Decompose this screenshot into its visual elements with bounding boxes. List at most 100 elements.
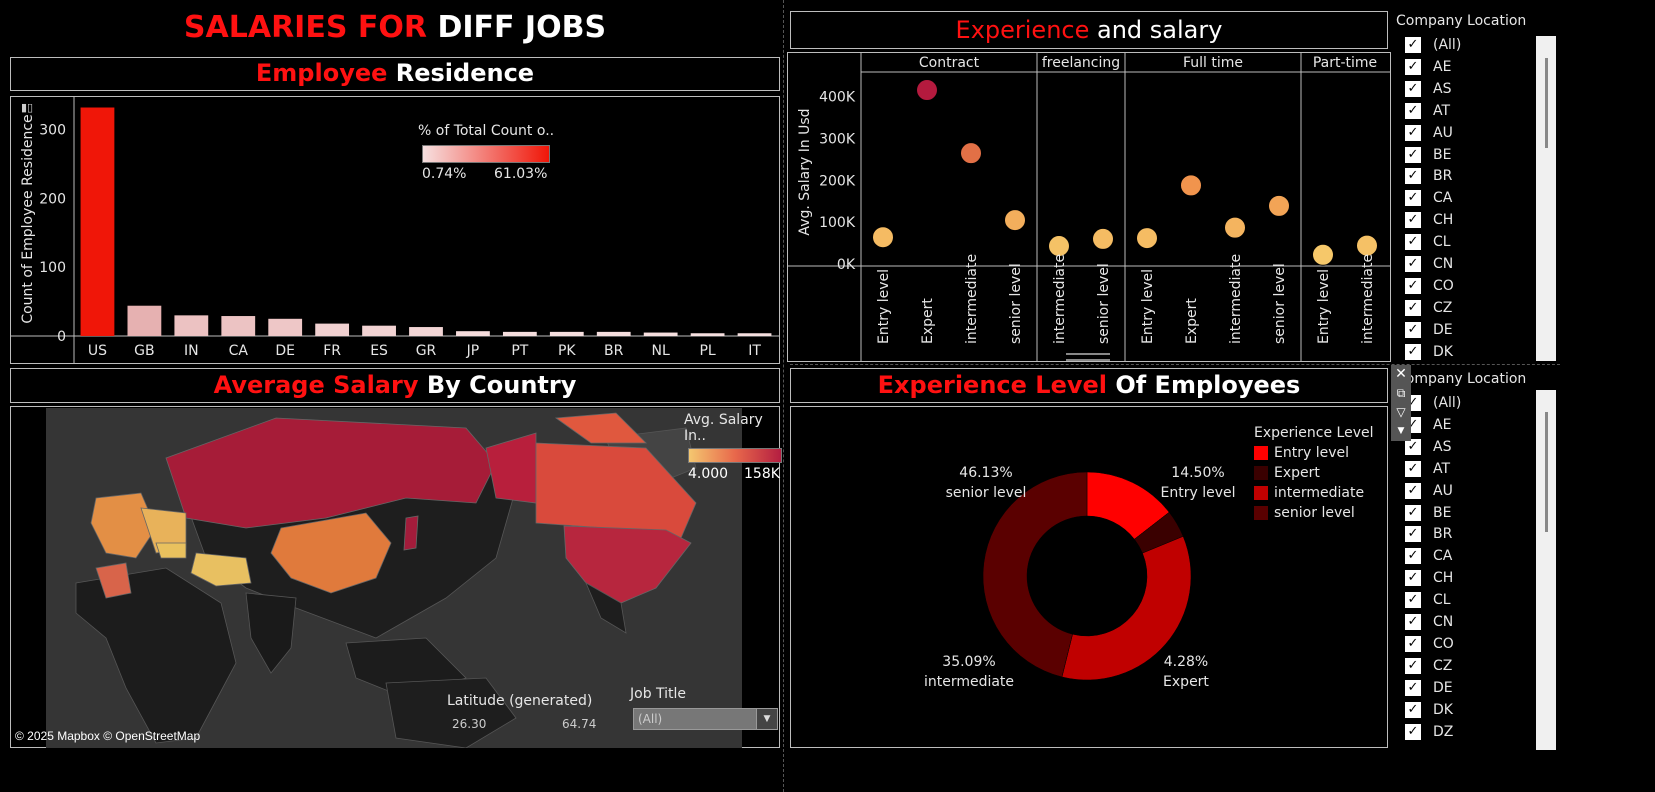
map-land-australia (385, 677, 517, 748)
experience-salary-scatter: Avg. Salary In Usd 400K 300K 200K 100K 0K Cont… (787, 52, 1391, 362)
company-location-option[interactable]: ✓ DK (1405, 341, 1453, 363)
checkbox-checked-icon[interactable]: ✓ (1405, 723, 1421, 740)
option-label: AE (1433, 416, 1452, 433)
checkbox-checked-icon[interactable]: ✓ (1405, 548, 1421, 565)
popout-icon[interactable]: ⧉ (1396, 386, 1406, 400)
company-location-option[interactable]: ✓ CA (1405, 187, 1452, 209)
map-legend: Avg. Salary In.. 4.000 158K (684, 412, 782, 484)
chevron-down-icon[interactable]: ▼ (756, 709, 777, 729)
panel-resize-handle[interactable] (1066, 353, 1110, 361)
checkbox-checked-icon[interactable]: ✓ (1405, 58, 1421, 75)
explevel-legend-item[interactable]: Expert (1254, 463, 1373, 483)
map-attribution[interactable]: © 2025 Mapbox © OpenStreetMap (15, 729, 201, 743)
checkbox-checked-icon[interactable]: ✓ (1405, 234, 1421, 251)
company-location-option[interactable]: ✓ CH (1405, 209, 1453, 231)
option-label: AU (1433, 124, 1453, 141)
dashboard-title: SALARIES FOR DIFF JOBS (10, 10, 780, 45)
checkbox-checked-icon[interactable]: ✓ (1405, 277, 1421, 294)
map-title-white: By Country (426, 371, 577, 399)
explevel-legend-item[interactable]: intermediate (1254, 483, 1373, 503)
company-location-option[interactable]: ✓ BR (1405, 523, 1452, 545)
company-location-option[interactable]: ✓ (All) (1405, 392, 1461, 414)
company-location-option[interactable]: ✓ CA (1405, 545, 1452, 567)
residence-legend-title: % of Total Count o.. (418, 123, 555, 139)
checkbox-checked-icon[interactable]: ✓ (1405, 570, 1421, 587)
residence-title-white: Residence (395, 59, 535, 87)
dashboard-title-white: DIFF JOBS (437, 10, 607, 45)
expsal-point (1180, 174, 1202, 197)
explevel-legend-item[interactable]: senior level (1254, 503, 1373, 523)
company-location-option[interactable]: ✓ AS (1405, 436, 1451, 458)
company-location-option[interactable]: ✓ DE (1405, 319, 1453, 341)
filter-icon[interactable]: ▽ (1396, 405, 1406, 419)
checkbox-checked-icon[interactable]: ✓ (1405, 460, 1421, 477)
checkbox-checked-icon[interactable]: ✓ (1405, 701, 1421, 718)
option-label: AE (1433, 58, 1452, 75)
company-location-option[interactable]: ✓ CN (1405, 253, 1453, 275)
checkbox-checked-icon[interactable]: ✓ (1405, 657, 1421, 674)
company-location-option[interactable]: ✓ AT (1405, 458, 1450, 480)
filter-scrollbar[interactable] (1536, 390, 1556, 750)
checkbox-checked-icon[interactable]: ✓ (1405, 102, 1421, 119)
checkbox-checked-icon[interactable]: ✓ (1405, 256, 1421, 272)
company-location-option[interactable]: ✓ CZ (1405, 655, 1452, 677)
checkbox-checked-icon[interactable]: ✓ (1405, 124, 1421, 141)
residence-bar (221, 316, 256, 336)
more-options-icon[interactable]: ▼ (1397, 426, 1405, 436)
checkbox-checked-icon[interactable]: ✓ (1405, 438, 1421, 455)
checkbox-checked-icon[interactable]: ✓ (1405, 299, 1421, 316)
filter-scrollbar[interactable] (1536, 36, 1556, 361)
company-location-option[interactable]: ✓ DE (1405, 677, 1453, 699)
company-location-option[interactable]: ✓ DZ (1405, 721, 1453, 743)
company-location-option[interactable]: ✓ DK (1405, 699, 1453, 721)
checkbox-checked-icon[interactable]: ✓ (1405, 146, 1421, 163)
company-location-option[interactable]: ✓ BE (1405, 502, 1451, 524)
company-location-option[interactable]: ✓ AU (1405, 480, 1453, 502)
legend-swatch (1254, 506, 1268, 520)
salary-map[interactable] (46, 408, 742, 748)
close-icon[interactable]: ✕ (1395, 366, 1407, 382)
residence-x-tick: PK (558, 343, 576, 359)
checkbox-checked-icon[interactable]: ✓ (1405, 504, 1421, 521)
checkbox-checked-icon[interactable]: ✓ (1405, 679, 1421, 696)
company-location-option[interactable]: ✓ AE (1405, 414, 1451, 436)
checkbox-checked-icon[interactable]: ✓ (1405, 614, 1421, 630)
company-location-option[interactable]: ✓ BE (1405, 144, 1451, 166)
residence-x-tick: FR (323, 343, 341, 359)
checkbox-checked-icon[interactable]: ✓ (1405, 190, 1421, 207)
residence-legend: % of Total Count o.. 0.74% 61.03% (418, 123, 558, 186)
checkbox-checked-icon[interactable]: ✓ (1405, 168, 1421, 185)
company-location-option[interactable]: ✓ CL (1405, 589, 1451, 611)
company-location-option[interactable]: ✓ CO (1405, 633, 1454, 655)
checkbox-checked-icon[interactable]: ✓ (1405, 482, 1421, 499)
chart-type-icon[interactable]: ▮▯ (21, 101, 34, 114)
expsal-point (1136, 227, 1158, 250)
checkbox-checked-icon[interactable]: ✓ (1405, 212, 1421, 229)
company-location-option[interactable]: ✓ AT (1405, 100, 1450, 122)
legend-label: senior level (1274, 505, 1355, 521)
job-title-dropdown[interactable]: (All) ▼ (633, 708, 778, 730)
expsal-y-tick: 400K (819, 90, 856, 106)
company-location-option[interactable]: ✓ CN (1405, 611, 1453, 633)
checkbox-checked-icon[interactable]: ✓ (1405, 37, 1421, 53)
company-location-option[interactable]: ✓ AU (1405, 122, 1453, 144)
expsal-group-header: Contract (919, 55, 980, 71)
map-russia (165, 417, 497, 529)
company-location-option[interactable]: ✓ CL (1405, 231, 1451, 253)
map-middle-east (190, 552, 252, 587)
explevel-legend-item[interactable]: Entry level (1254, 443, 1373, 463)
checkbox-checked-icon[interactable]: ✓ (1405, 80, 1421, 97)
checkbox-checked-icon[interactable]: ✓ (1405, 526, 1421, 543)
expsal-point (1048, 235, 1070, 258)
checkbox-checked-icon[interactable]: ✓ (1405, 635, 1421, 652)
company-location-option[interactable]: ✓ BR (1405, 165, 1452, 187)
company-location-option[interactable]: ✓ CZ (1405, 297, 1452, 319)
company-location-option[interactable]: ✓ (All) (1405, 34, 1461, 56)
checkbox-checked-icon[interactable]: ✓ (1405, 592, 1421, 609)
checkbox-checked-icon[interactable]: ✓ (1405, 321, 1421, 338)
company-location-option[interactable]: ✓ AE (1405, 56, 1451, 78)
company-location-option[interactable]: ✓ CH (1405, 567, 1453, 589)
company-location-option[interactable]: ✓ AS (1405, 78, 1451, 100)
company-location-option[interactable]: ✓ CO (1405, 275, 1454, 297)
checkbox-checked-icon[interactable]: ✓ (1405, 343, 1421, 360)
